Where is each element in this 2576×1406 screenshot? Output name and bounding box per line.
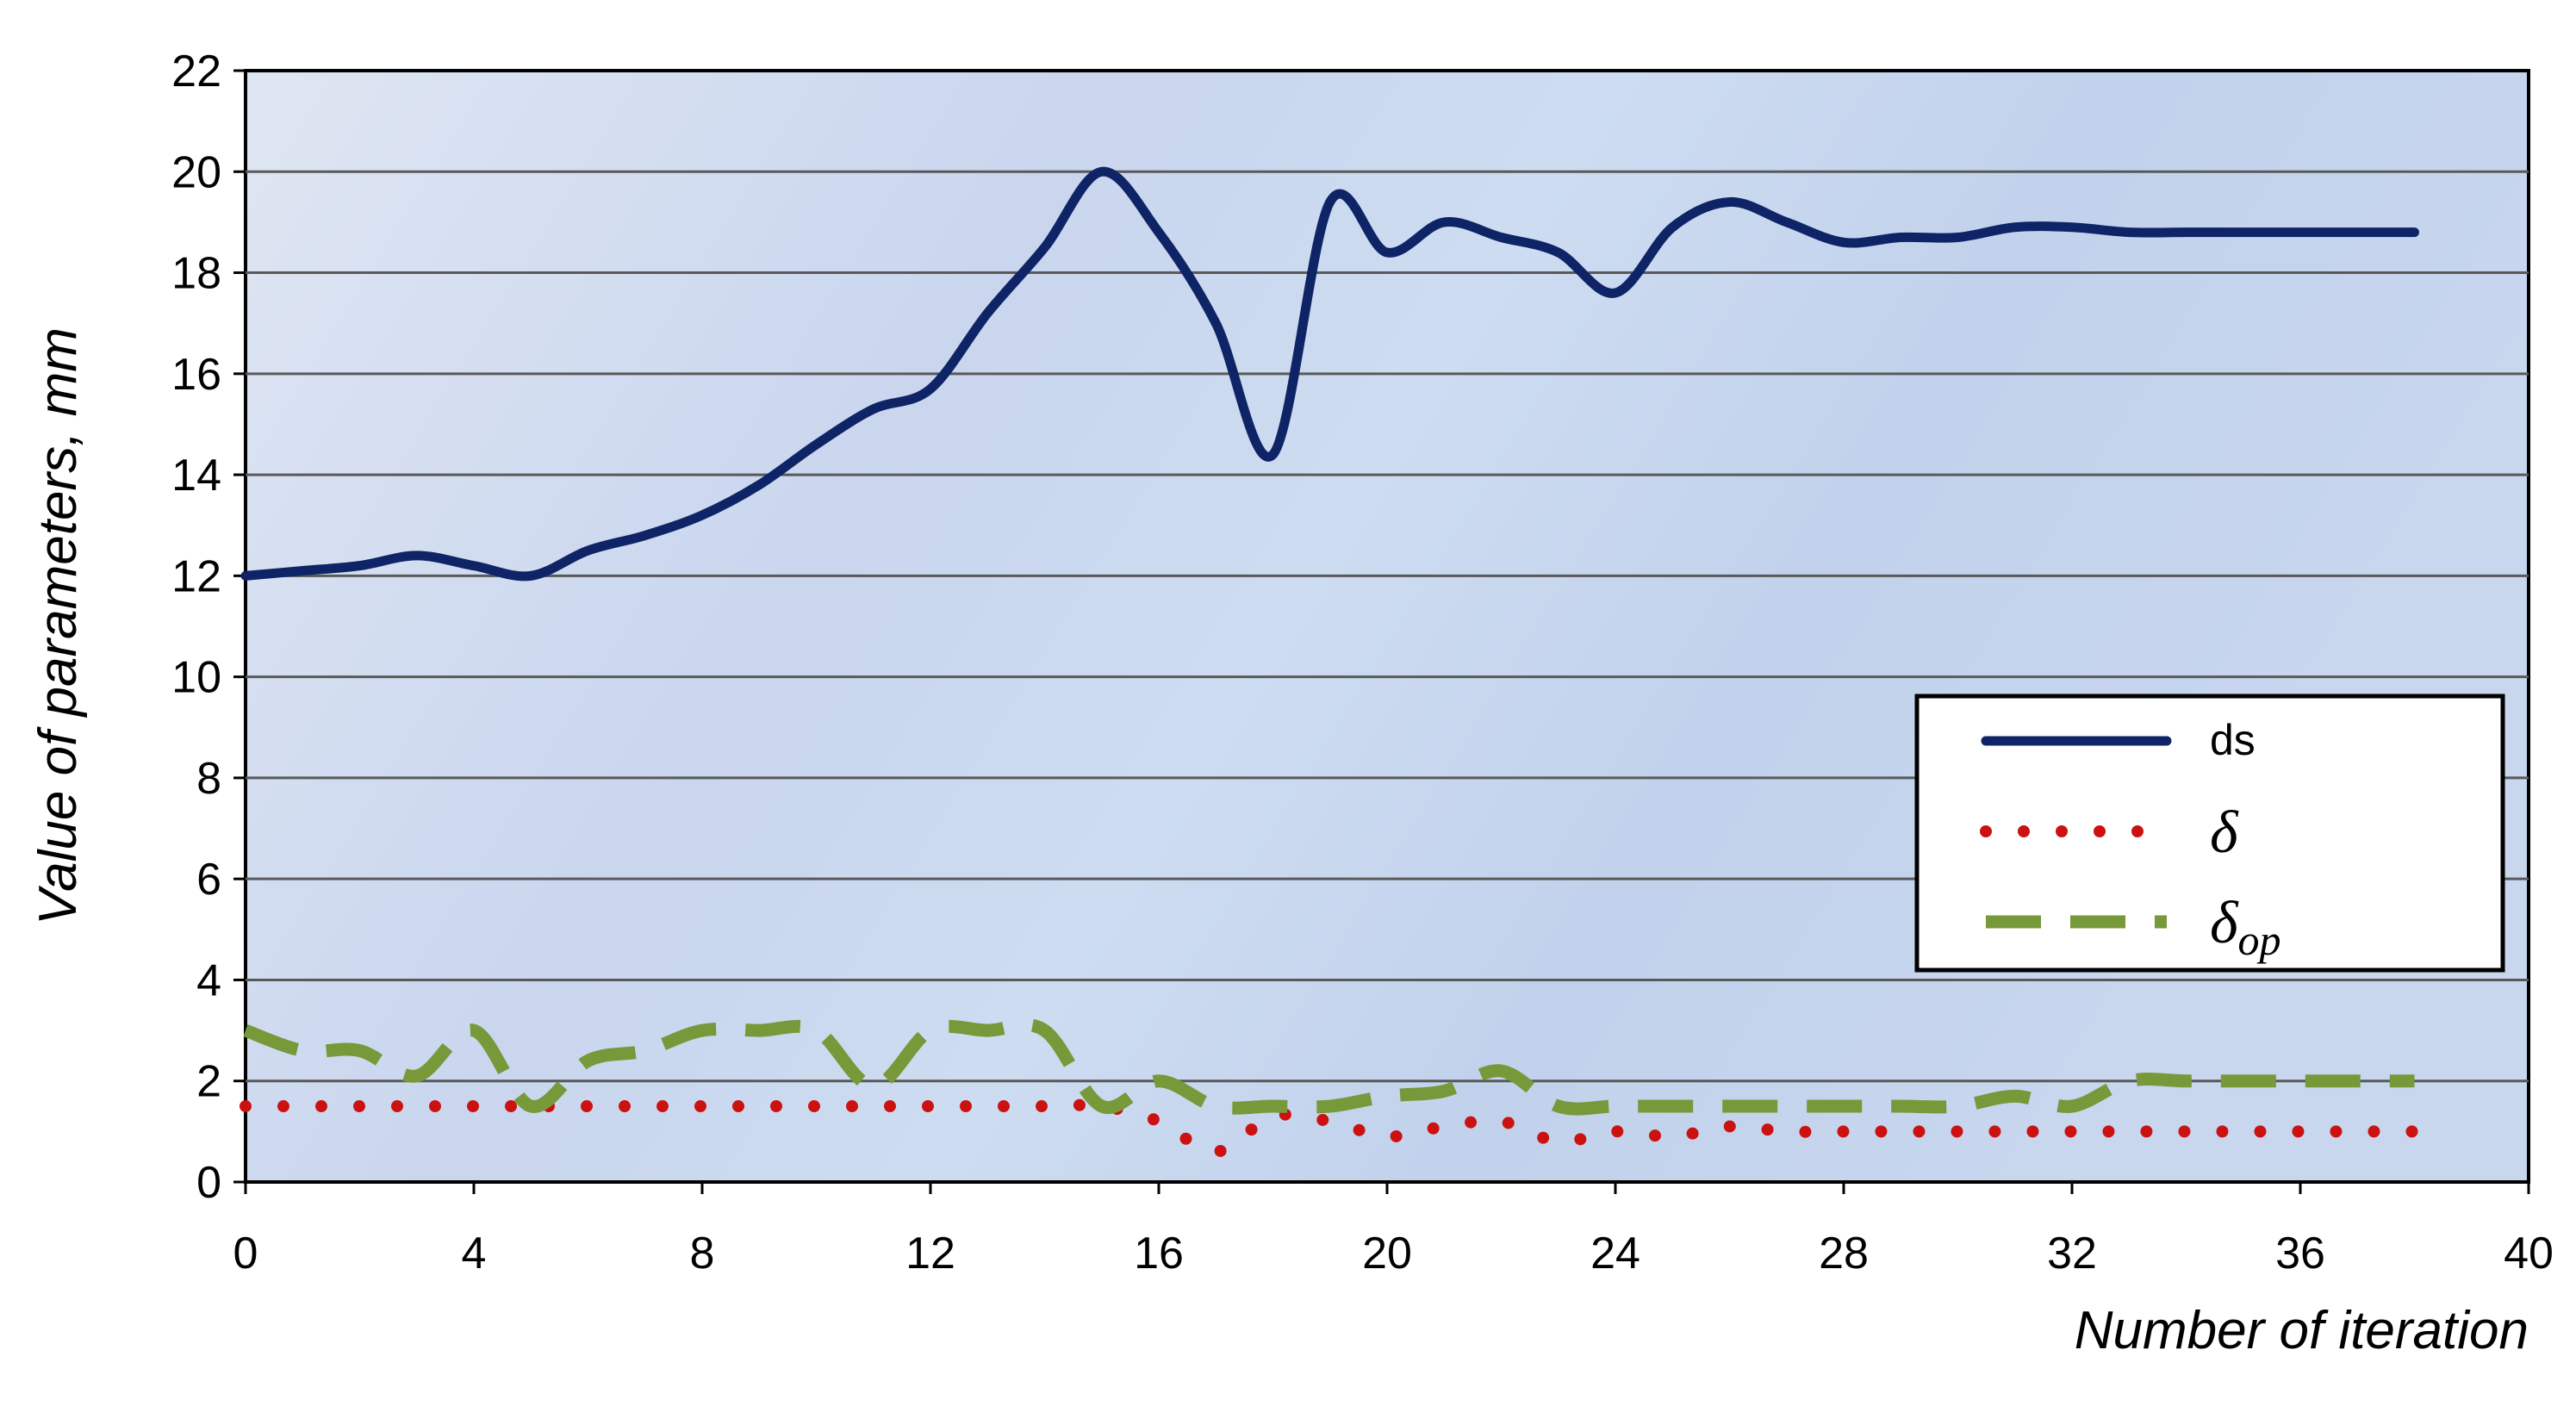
x-axis-label: Number of iteration xyxy=(2075,1301,2529,1360)
plot-area xyxy=(244,69,2530,1184)
y-tick-label: 8 xyxy=(196,754,221,804)
x-tick-label: 36 xyxy=(2275,1229,2325,1278)
series-lines xyxy=(240,166,2421,1158)
y-tick-label: 10 xyxy=(171,653,221,703)
y-tick-label: 0 xyxy=(196,1158,221,1208)
x-tick-label: 32 xyxy=(2047,1229,2097,1278)
x-tick-label: 8 xyxy=(690,1229,715,1278)
y-tick-label: 2 xyxy=(196,1057,221,1107)
x-tick-label: 0 xyxy=(233,1229,258,1278)
y-tick-label: 20 xyxy=(171,147,221,197)
x-tick-label: 4 xyxy=(462,1229,487,1278)
legend-label: ds xyxy=(2210,716,2256,764)
y-tick-label: 22 xyxy=(171,47,221,96)
y-tick-label: 6 xyxy=(196,855,221,905)
x-tick-label: 28 xyxy=(1819,1229,1869,1278)
series-line-0 xyxy=(240,166,2419,582)
y-tick-label: 14 xyxy=(171,451,221,501)
x-tick-label: 12 xyxy=(905,1229,955,1278)
y-tick-label: 18 xyxy=(171,249,221,299)
y-tick-label: 4 xyxy=(196,955,221,1005)
x-tick-label: 24 xyxy=(1590,1229,1640,1278)
y-axis-ticks: 0 2 4 6 8 10 12 14 16 18 20 22 xyxy=(171,47,246,1208)
y-tick-label: 12 xyxy=(171,551,221,601)
x-tick-label: 16 xyxy=(1134,1229,1184,1278)
gridlines xyxy=(246,170,2529,1083)
legend-label-subscript: op xyxy=(2238,916,2281,964)
series-line-2 xyxy=(243,1018,2415,1116)
x-tick-label: 20 xyxy=(1362,1229,1412,1278)
x-axis-ticks: 0 4 8 12 16 20 24 28 32 36 40 xyxy=(233,1182,2554,1278)
legend-label: δ xyxy=(2210,799,2239,866)
y-tick-label: 16 xyxy=(171,350,221,400)
y-axis-label: Value of parameters, mm xyxy=(28,327,88,925)
x-tick-label: 40 xyxy=(2504,1229,2554,1278)
